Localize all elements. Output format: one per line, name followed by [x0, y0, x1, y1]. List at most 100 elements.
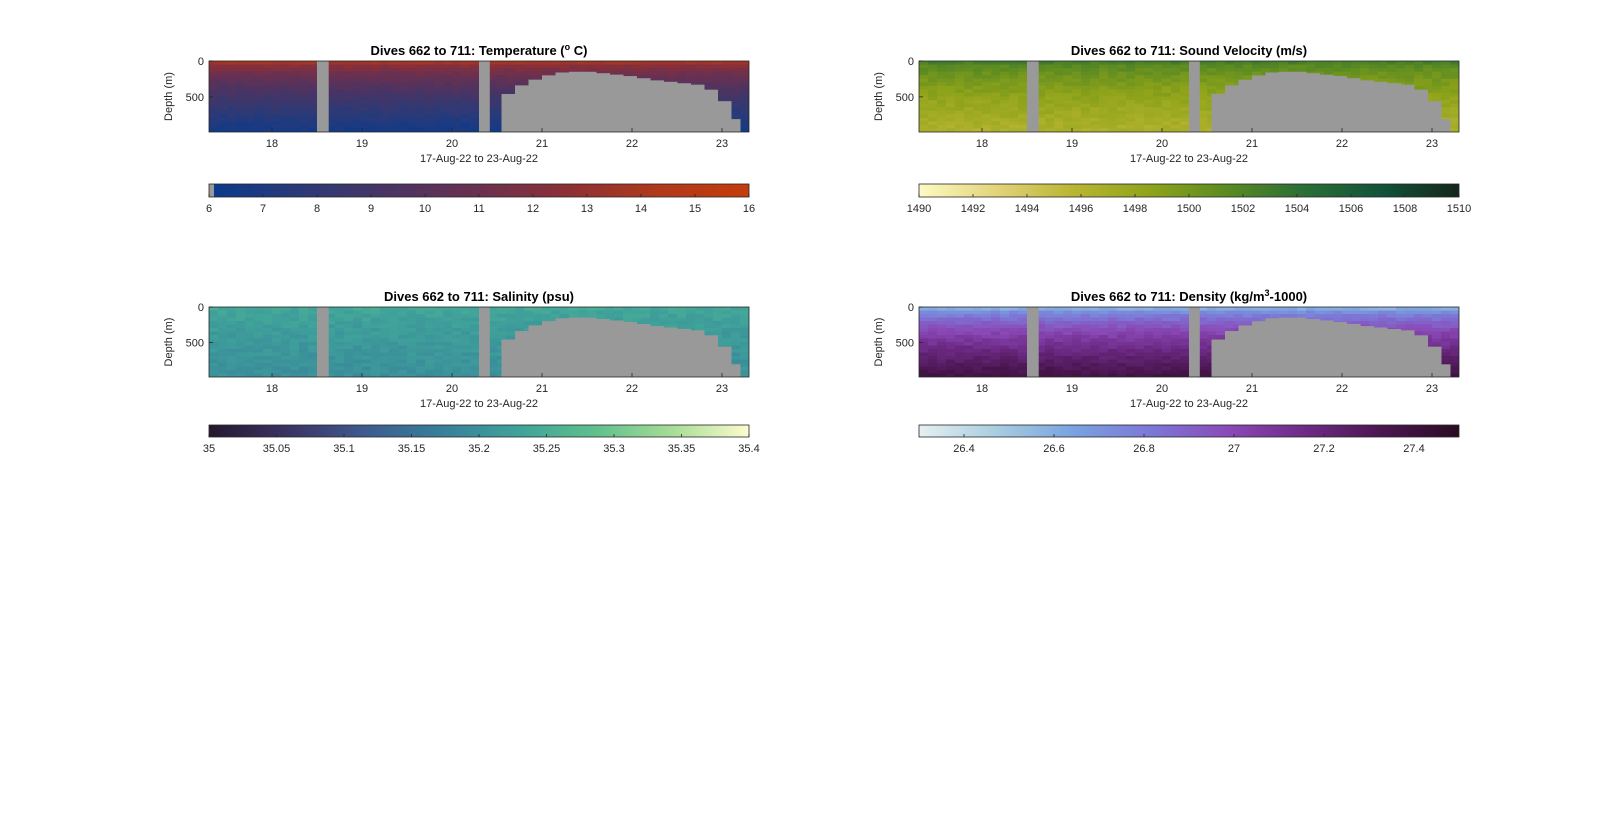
nodata-shallow-column	[677, 83, 691, 132]
nodata-shallow-column	[529, 80, 543, 132]
heatmap-cell	[982, 346, 992, 350]
colorbar-tick-label: 7	[260, 203, 266, 215]
heatmap-cell	[434, 111, 444, 115]
heatmap-cell	[1234, 68, 1244, 72]
heatmap-cell	[722, 72, 732, 76]
heatmap-cell	[1009, 328, 1019, 332]
heatmap-cell	[425, 68, 435, 72]
heatmap-cell	[1045, 82, 1055, 86]
heatmap-cell	[281, 107, 291, 111]
heatmap-cell	[272, 75, 282, 79]
heatmap-cell	[416, 61, 426, 65]
heatmap-cell	[362, 335, 372, 339]
heatmap-cell	[227, 346, 237, 350]
heatmap-cell	[1045, 353, 1055, 357]
heatmap-cell	[299, 328, 309, 332]
heatmap-cell	[1216, 79, 1226, 83]
heatmap-cell	[928, 342, 938, 346]
nodata-gap	[317, 61, 329, 132]
heatmap-cell	[1018, 118, 1028, 122]
heatmap-cell	[209, 367, 219, 371]
heatmap-cell	[1099, 93, 1109, 97]
heatmap-cell	[398, 311, 408, 315]
heatmap-cell	[1135, 360, 1145, 364]
heatmap-cell	[335, 370, 345, 374]
heatmap-cell	[290, 68, 300, 72]
heatmap-cell	[299, 97, 309, 101]
heatmap-cell	[1162, 61, 1172, 65]
heatmap-cell	[1405, 79, 1415, 83]
panel-4: Dives 662 to 711: Density (kg/m3-1000)18…	[873, 288, 1460, 455]
heatmap-cell	[1171, 72, 1181, 76]
heatmap-cell	[973, 339, 983, 343]
heatmap-cell	[955, 356, 965, 360]
heatmap-cell	[407, 79, 417, 83]
heatmap-cell	[272, 346, 282, 350]
heatmap-cell	[344, 342, 354, 346]
heatmap-cell	[425, 328, 435, 332]
heatmap-cell	[946, 79, 956, 83]
heatmap-cell	[973, 68, 983, 72]
heatmap-cell	[542, 318, 552, 322]
heatmap-cell	[425, 100, 435, 104]
heatmap-cell	[740, 363, 750, 367]
heatmap-cell	[344, 72, 354, 76]
heatmap-cell	[704, 75, 714, 79]
heatmap-cell	[425, 118, 435, 122]
heatmap-cell	[1117, 363, 1127, 367]
heatmap-cell	[362, 82, 372, 86]
heatmap-cell	[290, 342, 300, 346]
heatmap-cell	[290, 111, 300, 115]
heatmap-cell	[290, 97, 300, 101]
heatmap-cell	[551, 314, 561, 318]
heatmap-cell	[398, 321, 408, 325]
heatmap-cell	[722, 82, 732, 86]
heatmap-cell	[1018, 121, 1028, 125]
heatmap-cell	[1018, 107, 1028, 111]
heatmap-cell	[236, 111, 246, 115]
heatmap-cell	[1225, 325, 1235, 329]
heatmap-cell	[461, 332, 471, 336]
heatmap-cell	[263, 363, 273, 367]
heatmap-cell	[991, 370, 1001, 374]
heatmap-cell	[1234, 65, 1244, 69]
heatmap-cell	[272, 61, 282, 65]
heatmap-cell	[1225, 321, 1235, 325]
heatmap-cell	[254, 114, 264, 118]
heatmap-cell	[290, 307, 300, 311]
heatmap-cell	[982, 79, 992, 83]
heatmap-cell	[1144, 367, 1154, 371]
heatmap-cell	[371, 311, 381, 315]
heatmap-cell	[1072, 121, 1082, 125]
heatmap-cell	[344, 61, 354, 65]
heatmap-cell	[380, 97, 390, 101]
nodata-shallow-column	[1360, 80, 1374, 132]
heatmap-cell	[964, 72, 974, 76]
heatmap-cell	[281, 61, 291, 65]
heatmap-cell	[1108, 107, 1118, 111]
heatmap-cell	[946, 100, 956, 104]
heatmap-cell	[1369, 68, 1379, 72]
heatmap-cell	[1063, 118, 1073, 122]
heatmap-cell	[1000, 79, 1010, 83]
heatmap-cell	[1180, 82, 1190, 86]
heatmap-cell	[1315, 307, 1325, 311]
heatmap-cell	[919, 65, 929, 69]
heatmap-cell	[1378, 318, 1388, 322]
heatmap-cell	[416, 318, 426, 322]
heatmap-cell	[722, 335, 732, 339]
heatmap-cell	[1108, 318, 1118, 322]
heatmap-cell	[964, 318, 974, 322]
heatmap-cell	[668, 318, 678, 322]
heatmap-cell	[955, 89, 965, 93]
heatmap-cell	[371, 314, 381, 318]
heatmap-cell	[254, 61, 264, 65]
heatmap-cell	[1441, 349, 1451, 353]
heatmap-cell	[443, 72, 453, 76]
heatmap-cell	[461, 93, 471, 97]
heatmap-cell	[1081, 82, 1091, 86]
heatmap-cell	[677, 307, 687, 311]
heatmap-cell	[1378, 311, 1388, 315]
heatmap-cell	[416, 356, 426, 360]
